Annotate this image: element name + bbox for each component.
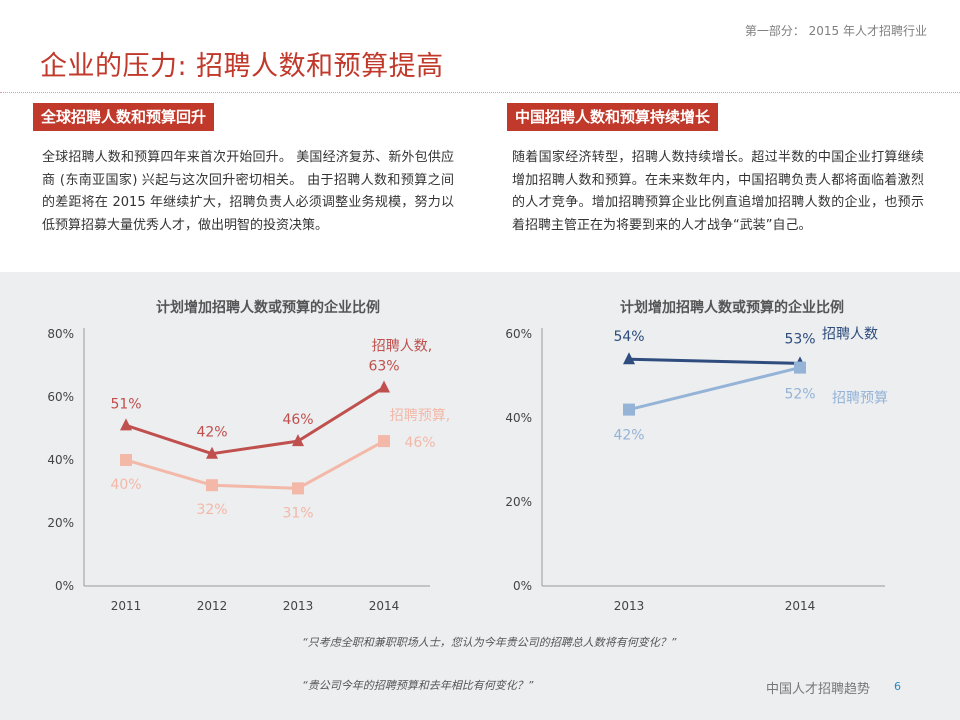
series-name-label: 招聘人数 bbox=[822, 326, 878, 342]
series-name-label: 招聘人数, bbox=[372, 339, 432, 355]
x-tick-label: 2014 bbox=[785, 599, 816, 613]
right-section-heading: 中国招聘人数和预算持续增长 bbox=[507, 103, 719, 131]
x-tick-label: 2013 bbox=[614, 599, 645, 613]
x-tick-label: 2011 bbox=[111, 599, 142, 613]
y-tick-label: 20% bbox=[47, 516, 74, 530]
footnote-headcount-question: “只考虑全职和兼职职场人士，您认为今年贵公司的招聘总人数将有何变化？” bbox=[302, 636, 677, 649]
page-number: 6 bbox=[894, 680, 901, 693]
series-line bbox=[125, 439, 385, 490]
series-name-label: 招聘预算, bbox=[390, 408, 450, 424]
data-label: 51% bbox=[110, 396, 141, 412]
chart-title: 计划增加招聘人数或预算的企业比例 bbox=[156, 299, 380, 316]
page-title: 企业的压力: 招聘人数和预算提高 bbox=[40, 51, 444, 82]
series-line bbox=[125, 386, 385, 456]
data-point-marker bbox=[120, 454, 132, 466]
data-point-marker bbox=[623, 352, 635, 365]
series-line bbox=[628, 366, 801, 412]
y-tick-label: 80% bbox=[47, 327, 74, 341]
footer-label: 中国人才招聘趋势 bbox=[766, 682, 871, 697]
x-tick-label: 2013 bbox=[283, 599, 314, 613]
data-label: 42% bbox=[613, 428, 644, 444]
data-point-marker bbox=[206, 479, 218, 492]
data-label: 46% bbox=[282, 412, 313, 428]
right-body-text: 随着国家经济转型，招聘人数持续增长。超过半数的中国企业打算继续增加招聘人数和预算… bbox=[512, 150, 924, 233]
series-name-label: 招聘预算 bbox=[832, 391, 888, 407]
left-section-heading: 全球招聘人数和预算回升 bbox=[33, 103, 215, 131]
chart-background-band bbox=[0, 272, 960, 720]
right-line-chart: 计划增加招聘人数或预算的企业比例 0% 20% 40% 60% 2013 2014 54% 53… bbox=[505, 299, 888, 613]
data-point-marker bbox=[120, 418, 132, 431]
data-point-marker bbox=[292, 434, 304, 447]
data-label: 54% bbox=[613, 329, 644, 345]
data-point-marker bbox=[292, 482, 304, 495]
y-tick-label: 0% bbox=[55, 579, 74, 593]
x-tick-label: 2012 bbox=[197, 599, 228, 613]
left-body-text: 全球招聘人数和预算四年来首次开始回升。 美国经济复苏、新外包供应商 (东南亚国家… bbox=[42, 150, 454, 233]
y-tick-label: 40% bbox=[47, 453, 74, 467]
data-point-marker bbox=[378, 435, 390, 448]
data-point-marker bbox=[623, 403, 635, 416]
y-tick-label: 40% bbox=[505, 411, 532, 425]
data-label: 52% bbox=[784, 387, 815, 403]
data-label: 32% bbox=[196, 502, 227, 518]
data-label: 46% bbox=[404, 435, 435, 451]
data-label: 63% bbox=[368, 359, 399, 375]
y-tick-label: 60% bbox=[505, 327, 532, 341]
series-line bbox=[628, 357, 801, 365]
section-label: 第一部分： 2015 年人才招聘行业 bbox=[744, 24, 927, 38]
data-point-marker bbox=[206, 446, 218, 459]
x-tick-label: 2014 bbox=[369, 599, 400, 613]
data-point-marker bbox=[794, 361, 806, 374]
y-tick-label: 60% bbox=[47, 390, 74, 404]
data-label: 31% bbox=[282, 505, 313, 521]
data-label: 53% bbox=[784, 331, 815, 347]
footnote-budget-question: “贵公司今年的招聘预算和去年相比有何变化？” bbox=[302, 679, 534, 692]
left-line-chart: 计划增加招聘人数或预算的企业比例 0% 20% 40% 60% 80% 2011 2012 20… bbox=[47, 299, 450, 613]
data-point-marker bbox=[378, 380, 390, 393]
y-tick-label: 0% bbox=[513, 579, 532, 593]
y-tick-label: 20% bbox=[505, 495, 532, 509]
data-label: 42% bbox=[196, 425, 227, 441]
chart-title: 计划增加招聘人数或预算的企业比例 bbox=[620, 299, 844, 316]
title-divider bbox=[0, 92, 960, 93]
data-label: 40% bbox=[110, 477, 141, 493]
